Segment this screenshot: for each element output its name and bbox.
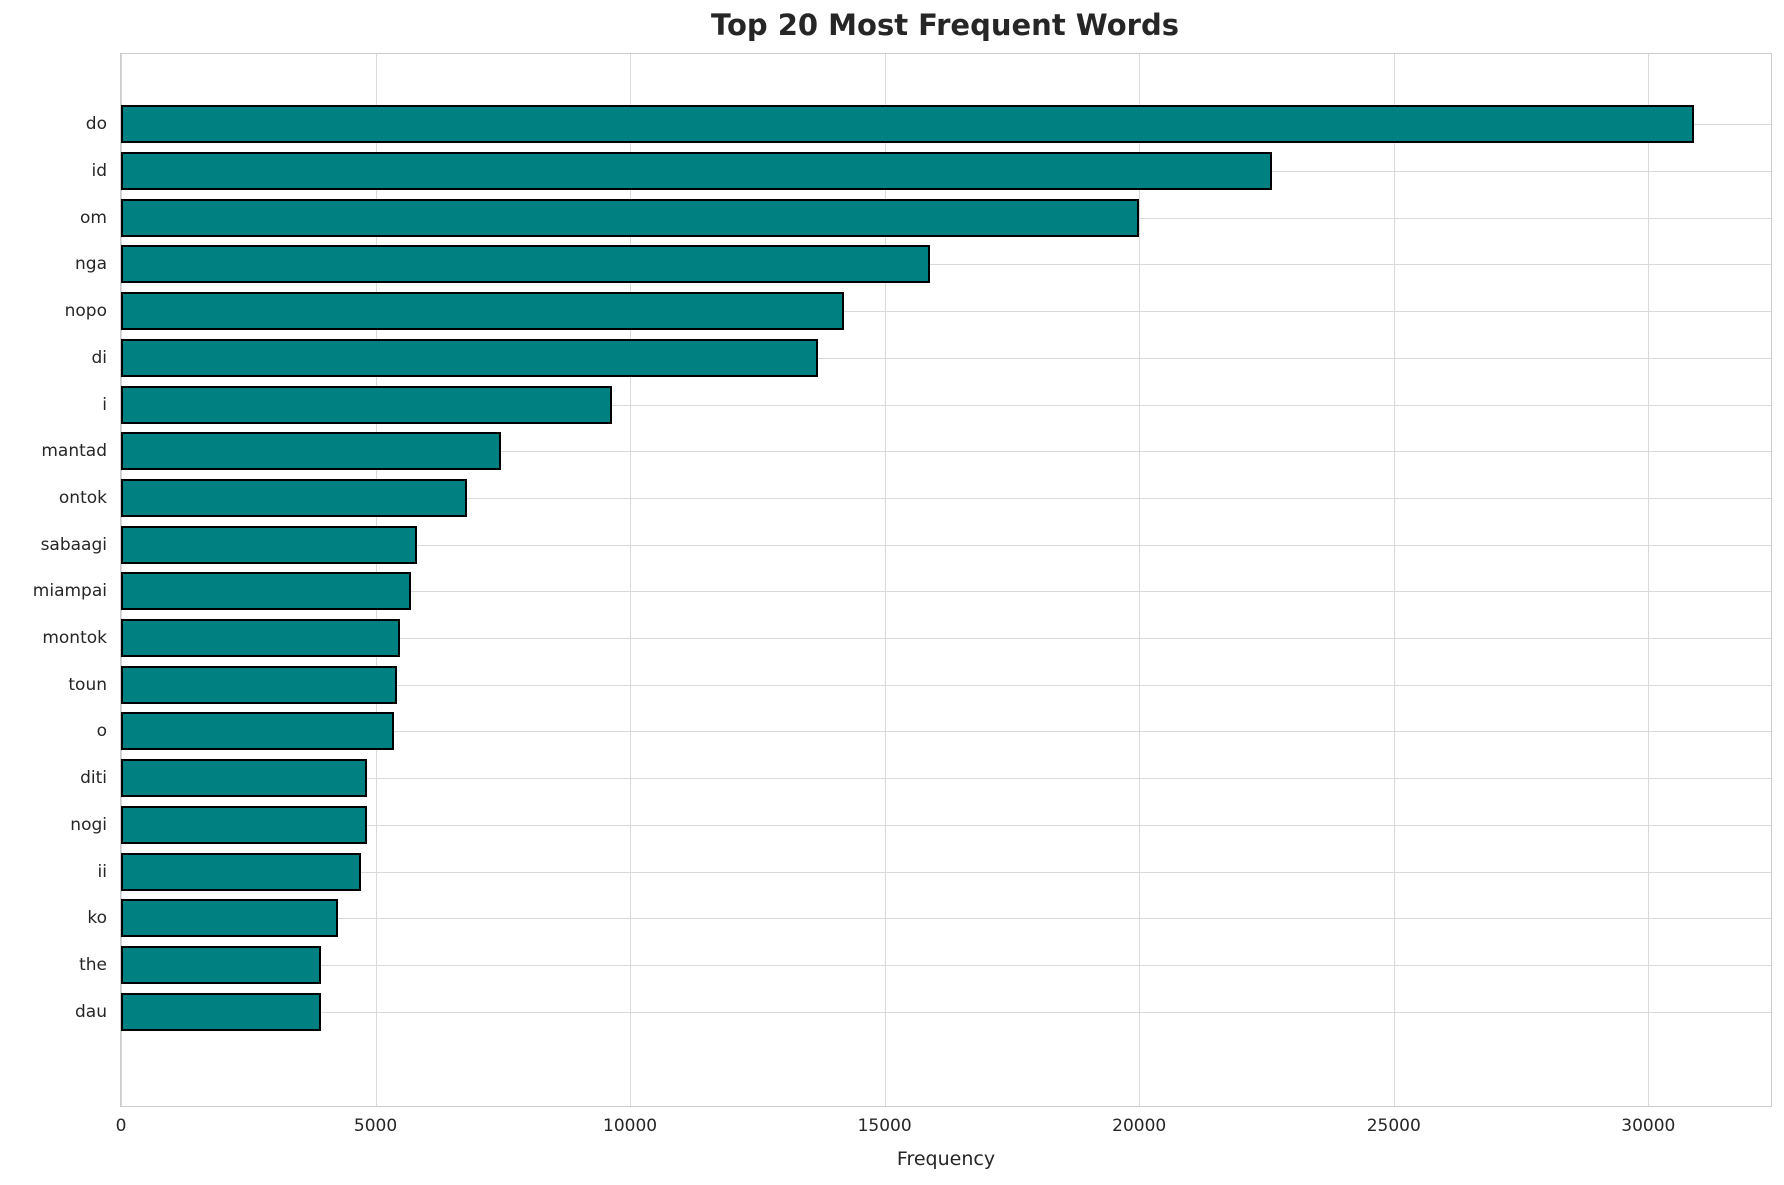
gridline-y	[121, 264, 1771, 266]
ytick-label-o: o	[96, 721, 107, 742]
ytick-label-nga: nga	[75, 254, 107, 275]
gridline-y	[121, 591, 1771, 593]
xtick-label-5000: 5000	[353, 1116, 398, 1136]
gridline-y	[121, 357, 1771, 359]
ytick-label-i: i	[102, 394, 107, 415]
gridline-x-15000	[884, 54, 886, 1106]
bar-ontok	[121, 478, 467, 517]
bar-di	[121, 338, 819, 377]
xtick-label-25000: 25000	[1366, 1116, 1421, 1136]
gridline-x-30000	[1648, 54, 1650, 1106]
xtick-label-30000: 30000	[1621, 1116, 1676, 1136]
bar-do	[121, 105, 1695, 144]
row-do: do	[86, 101, 1771, 148]
gridline-y	[121, 871, 1771, 873]
gridline-y	[121, 965, 1771, 966]
bar-o	[121, 712, 395, 751]
xtick-label-10000: 10000	[603, 1116, 658, 1136]
bar-i	[121, 385, 613, 424]
ytick-label-dau: dau	[75, 1001, 107, 1022]
row-montok: montok	[42, 615, 1771, 662]
bar-ko	[121, 899, 339, 938]
ytick-label-toun: toun	[68, 674, 107, 695]
gridline-y	[121, 451, 1771, 453]
gridline-x-10000	[630, 54, 632, 1106]
xtick-label-20000: 20000	[1112, 1116, 1167, 1136]
bar-montok	[121, 619, 401, 658]
row-id: id	[91, 148, 1771, 195]
row-mantad: mantad	[41, 428, 1771, 475]
ytick-label-om: om	[80, 207, 107, 228]
row-i: i	[102, 381, 1771, 428]
bar-om	[121, 198, 1140, 237]
gridline-y	[121, 404, 1771, 406]
bar-ii	[121, 852, 361, 891]
row-sabaagi: sabaagi	[41, 521, 1771, 568]
ytick-label-the: the	[79, 955, 107, 975]
bar-nga	[121, 245, 931, 284]
bar-mantad	[121, 432, 501, 471]
row-diti: diti	[80, 755, 1771, 802]
bar-rows: do id om nga nopo di i mantad ontok sabaagi miampa…	[33, 54, 1771, 1106]
row-the: the	[79, 942, 1771, 989]
bar-sabaagi	[121, 525, 417, 564]
ytick-label-diti: diti	[80, 768, 107, 789]
ytick-label-id: id	[91, 161, 107, 182]
row-ontok: ontok	[59, 475, 1771, 522]
gridline-x-20000	[1139, 54, 1141, 1106]
ytick-label-montok: montok	[42, 628, 107, 649]
row-ko: ko	[87, 895, 1771, 942]
gridline-y	[121, 497, 1771, 499]
bar-toun	[121, 665, 398, 704]
ytick-label-sabaagi: sabaagi	[40, 534, 107, 555]
ytick-label-nopo: nopo	[64, 301, 107, 322]
ytick-label-di: di	[91, 347, 107, 368]
row-om: om	[80, 194, 1771, 241]
row-nga: nga	[75, 241, 1771, 288]
gridline-y	[121, 638, 1771, 640]
row-miampai: miampai	[33, 568, 1771, 615]
gridline-y	[121, 824, 1771, 826]
gridline-y	[121, 684, 1771, 686]
bar-diti	[121, 759, 368, 798]
ytick-label-nogi: nogi	[70, 814, 107, 835]
gridline-x-25000	[1393, 54, 1395, 1106]
gridline-y	[121, 778, 1771, 780]
row-di: di	[91, 335, 1771, 382]
row-nogi: nogi	[70, 802, 1771, 849]
ytick-label-ontok: ontok	[58, 487, 107, 508]
row-dau: dau	[75, 988, 1771, 1035]
bar-id	[121, 152, 1272, 191]
xtick-label-15000: 15000	[857, 1116, 912, 1136]
ytick-label-ko: ko	[87, 908, 107, 929]
gridline-y	[121, 918, 1771, 920]
ytick-label-mantad: mantad	[41, 441, 107, 462]
xtick-label-0: 0	[115, 1116, 127, 1136]
bar-the	[121, 946, 322, 984]
ytick-label-miampai: miampai	[32, 581, 107, 602]
plot-area: do id om nga nopo di i mantad ontok sabaagi miampa…	[33, 53, 1772, 1170]
ytick-label-ii: ii	[97, 861, 107, 882]
bar-nogi	[121, 805, 367, 844]
bar-dau	[121, 992, 321, 1031]
bar-nopo	[121, 292, 844, 331]
x-axis-label: Frequency	[896, 1148, 996, 1170]
gridline-y	[121, 731, 1771, 733]
gridline-y	[121, 544, 1771, 546]
row-nopo: nopo	[65, 288, 1771, 335]
chart-title: Top 20 Most Frequent Words	[711, 8, 1179, 42]
bar-miampai	[121, 572, 411, 611]
row-ii: ii	[98, 848, 1771, 895]
row-o: o	[97, 708, 1771, 755]
gridline-y	[121, 1011, 1771, 1013]
gridline-y	[121, 311, 1771, 313]
ytick-label-do: do	[85, 114, 107, 135]
row-toun: toun	[68, 661, 1771, 708]
